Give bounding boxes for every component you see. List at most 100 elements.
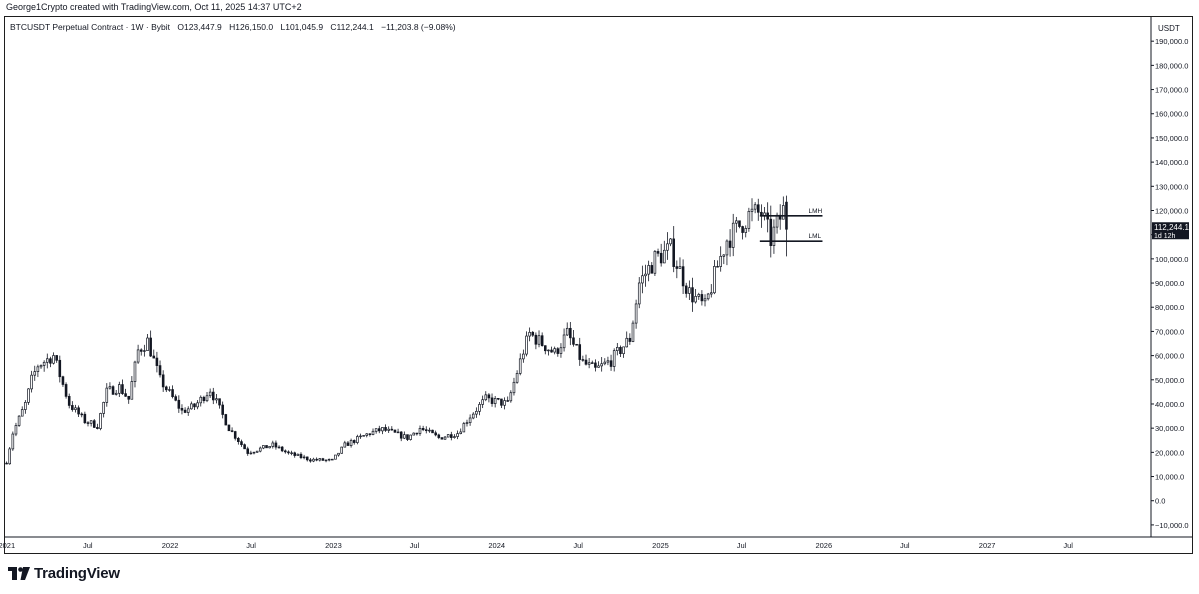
candle	[468, 414, 472, 426]
candle	[246, 446, 250, 456]
symbol-title: BTCUSDT Perpetual Contract · 1W · Bybit	[10, 22, 170, 32]
candle-body	[503, 400, 506, 406]
candle	[644, 264, 647, 287]
candle	[262, 445, 265, 450]
time-axis: 2021 Jul 2022 Jul 2023 Jul 2024 Jul 2025 Jul 2026 J…	[0, 536, 1192, 550]
candle	[20, 406, 24, 417]
candle-body	[20, 409, 24, 417]
candle-body	[424, 429, 428, 432]
candle-body	[612, 350, 616, 367]
candle	[741, 225, 744, 240]
candle-body	[428, 429, 431, 432]
candle-body	[744, 228, 748, 233]
candle	[8, 447, 11, 465]
candle	[672, 226, 675, 273]
candle	[450, 431, 453, 441]
price-tick-label: 90,000.0	[1155, 279, 1184, 288]
price-tick-label: 180,000.0	[1155, 61, 1188, 70]
candle	[725, 239, 729, 266]
candle	[284, 449, 287, 454]
candle-body	[340, 446, 343, 454]
candle-body	[327, 458, 331, 461]
candle	[387, 426, 390, 433]
candle-body	[669, 238, 672, 245]
candle	[750, 198, 754, 222]
candle	[343, 440, 347, 448]
candle-body	[105, 387, 109, 403]
candle-body	[230, 430, 234, 432]
candle	[315, 457, 318, 462]
candle-body	[199, 396, 203, 404]
candle-body	[625, 337, 629, 348]
candle-body	[384, 427, 387, 431]
candle	[399, 431, 403, 442]
candle	[183, 407, 187, 414]
candle	[168, 386, 171, 392]
candle	[700, 290, 704, 306]
candle	[515, 370, 519, 384]
candle	[384, 424, 387, 432]
candle	[637, 277, 641, 309]
candle-body	[265, 445, 268, 449]
candle-body	[556, 348, 560, 354]
candle-body	[647, 265, 650, 275]
candle	[174, 394, 177, 402]
candle-body	[14, 425, 18, 435]
candle	[237, 436, 240, 445]
candle-body	[224, 414, 228, 426]
candle	[58, 355, 62, 383]
candle-body	[637, 282, 641, 305]
candle	[165, 385, 168, 393]
legend-open: O123,447.9	[177, 22, 222, 32]
candle	[634, 299, 638, 329]
candle	[462, 421, 466, 433]
candle	[111, 385, 115, 395]
candle-body	[277, 446, 281, 449]
candle	[531, 330, 535, 337]
candle-body	[572, 337, 575, 345]
candle	[5, 461, 8, 465]
candle-body	[331, 458, 334, 461]
candle	[321, 457, 325, 461]
candle	[575, 343, 578, 346]
price-badge-value: 112,244.1	[1154, 223, 1190, 232]
candle-body	[769, 218, 773, 247]
time-tick-label: 2022	[162, 541, 179, 550]
candle-body	[74, 407, 77, 410]
candle	[105, 383, 109, 407]
candle-body	[36, 366, 40, 372]
candle	[694, 288, 697, 304]
candle-body	[27, 388, 30, 403]
candle-body	[374, 428, 378, 432]
candle	[565, 322, 569, 336]
price-tick-label: 160,000.0	[1155, 110, 1188, 119]
candle-body	[440, 437, 444, 440]
candle	[177, 395, 181, 413]
candle	[11, 431, 15, 451]
candle-body	[215, 398, 218, 401]
candle-body	[108, 386, 112, 389]
candle	[71, 401, 74, 412]
price-badge	[1152, 222, 1189, 240]
candle-body	[738, 220, 741, 227]
candle-body	[656, 251, 660, 254]
candle	[600, 357, 603, 372]
candle-body	[594, 362, 597, 368]
candle	[102, 401, 105, 418]
candle	[368, 433, 372, 437]
legend-high: H126,150.0	[229, 22, 274, 32]
tradingview-logo: TradingView	[8, 565, 120, 582]
candle	[553, 346, 556, 355]
candle	[731, 213, 735, 257]
candle-body	[722, 254, 726, 257]
candle-body	[124, 393, 127, 397]
candle	[713, 260, 716, 295]
candle	[290, 450, 293, 456]
candle	[766, 202, 769, 233]
candles-layer	[5, 195, 788, 465]
candle-body	[174, 396, 177, 401]
candle-body	[716, 266, 719, 268]
candle	[556, 347, 560, 357]
candle-body	[356, 436, 359, 443]
